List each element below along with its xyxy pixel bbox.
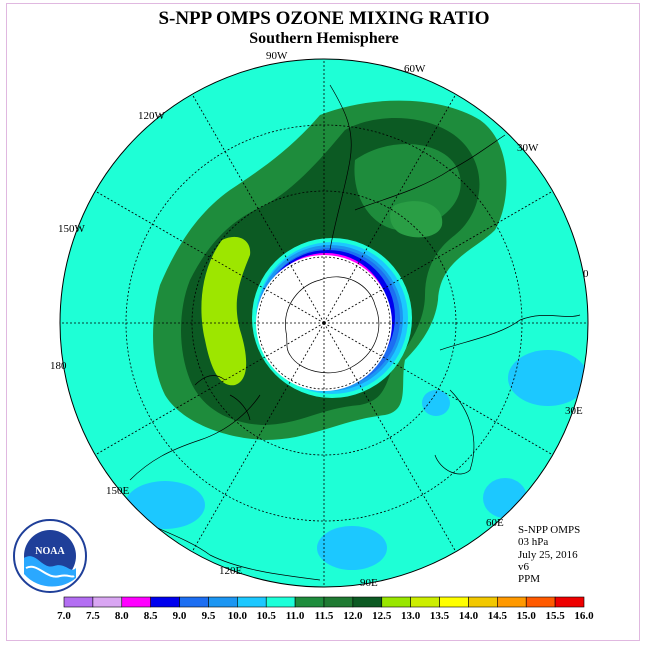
ozone-patch-southwest (125, 481, 205, 529)
info-level: 03 hPa (518, 536, 549, 549)
noaa-logo-text: NOAA (35, 546, 65, 557)
figure-frame (6, 3, 640, 641)
coastlines (129, 84, 581, 581)
lon-label-180: 180 (50, 360, 67, 372)
ozone-lime-patch (201, 236, 251, 386)
lon-label-120e: 120E (219, 565, 243, 577)
lon-label-150w: 150W (58, 223, 85, 235)
lon-label-30w: 30W (517, 142, 539, 154)
lon-label-90e: 90E (360, 577, 378, 589)
lon-label-30e: 30E (565, 405, 583, 417)
info-units: PPM (518, 573, 541, 586)
ozone-patch-southeast (483, 478, 527, 518)
map-boundary (59, 58, 589, 588)
figure-subtitle: Southern Hemisphere (249, 30, 399, 47)
lon-label-0: 0 (583, 268, 589, 280)
lon-label-60w: 60W (404, 63, 426, 75)
noaa-logo: NOAA (13, 519, 87, 593)
lon-label-60e: 60E (486, 517, 504, 529)
ozone-patch-south (317, 526, 387, 570)
info-version: v6 (518, 560, 529, 573)
ozone-green-light-2 (390, 201, 443, 238)
lon-label-150e: 150E (106, 485, 130, 497)
lon-label-90w: 90W (266, 50, 288, 62)
lon-label-120w: 120W (138, 110, 165, 122)
graticule (60, 59, 588, 587)
ozone-patch-mid (422, 390, 450, 416)
info-instrument: S-NPP OMPS (518, 524, 581, 536)
figure-title: S-NPP OMPS OZONE MIXING RATIO (158, 8, 490, 29)
info-date: July 25, 2016 (518, 548, 578, 561)
ozone-patch-east (508, 350, 588, 406)
info-block: S-NPP OMPS 03 hPa July 25, 2016 v6 PPM (518, 524, 580, 585)
